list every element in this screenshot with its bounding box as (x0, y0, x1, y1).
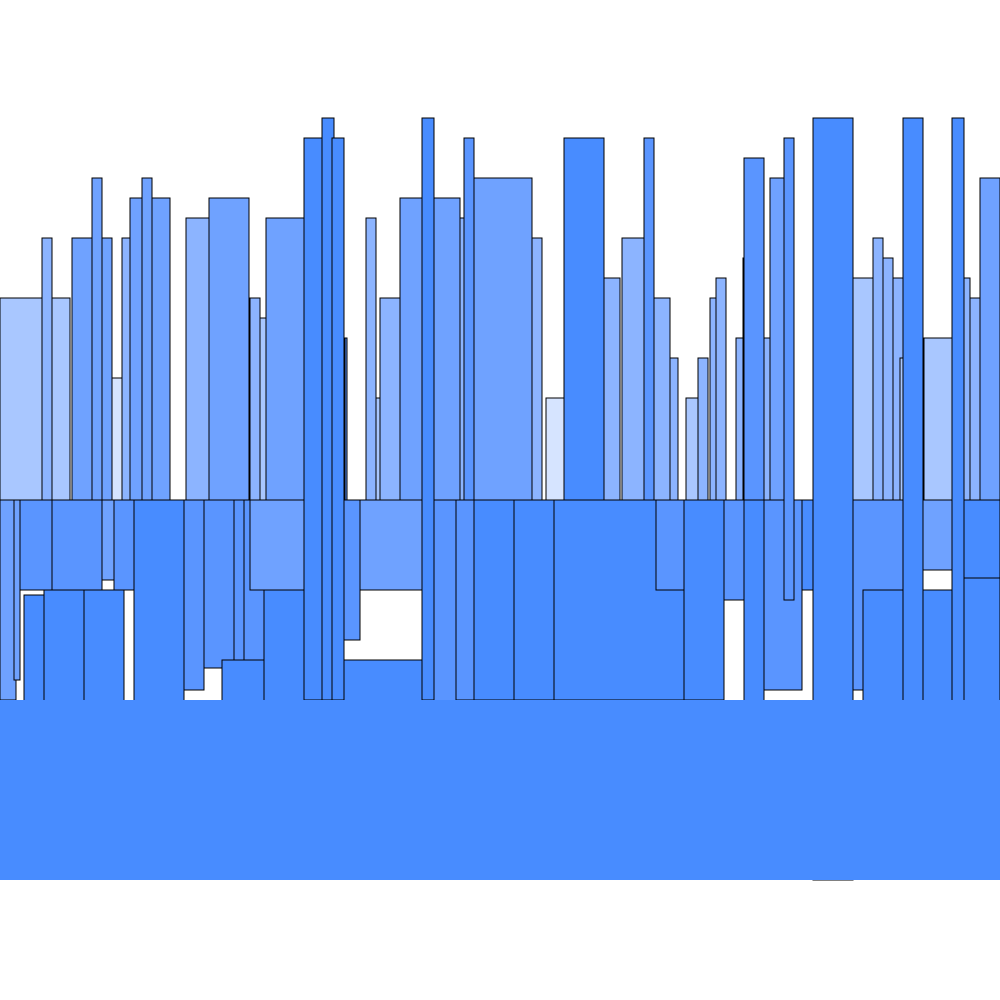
front-bar-19 (951, 117, 965, 719)
back-bar-23 (621, 237, 647, 501)
middle-bar-21 (723, 499, 745, 601)
back-bar-14 (365, 217, 377, 501)
front-bar-18 (922, 589, 958, 719)
back-bar-21 (545, 397, 567, 501)
middle-bar-8 (203, 499, 235, 669)
front-bar-10 (463, 137, 475, 501)
back-bar-36 (882, 257, 894, 501)
front-bar-14 (783, 137, 795, 601)
front-bar-11 (563, 137, 605, 501)
back-bar-34 (852, 277, 874, 501)
front-bar-16 (862, 589, 904, 711)
middle-bar-17 (513, 499, 555, 701)
back-bar-19 (473, 177, 533, 501)
middle-bar-7 (183, 499, 205, 691)
back-bar-8 (185, 217, 211, 501)
middle-bar-24 (801, 499, 815, 591)
back-bar-39 (923, 337, 955, 501)
back-bar-25 (669, 357, 679, 501)
front-bar-12 (643, 137, 655, 501)
back-bar-27 (697, 357, 709, 501)
middle-bar-13 (359, 499, 423, 591)
back-bar-12 (265, 217, 307, 501)
back-bar-41 (969, 297, 981, 501)
front-bar-17 (902, 117, 924, 719)
front-bar-5 (303, 137, 325, 701)
middle-bar-23 (763, 499, 803, 691)
middle-bar-20 (683, 499, 725, 701)
back-bar-22 (603, 277, 621, 501)
back-bar-18 (459, 217, 465, 501)
back-bar-16 (379, 297, 401, 501)
middle-bar-1 (13, 499, 21, 681)
front-bar-2 (83, 589, 125, 719)
front-bar-7 (331, 137, 345, 701)
base-band (0, 700, 1000, 880)
back-bar-10 (249, 297, 261, 501)
middle-bar-19 (655, 499, 685, 591)
front-bar-9 (421, 117, 435, 701)
middle-bar-5 (113, 499, 135, 591)
back-bar-29 (715, 277, 727, 501)
middle-bar-2 (19, 499, 55, 591)
back-bar-0 (0, 297, 71, 501)
back-bar-1 (41, 237, 53, 501)
back-bar-20 (531, 237, 543, 501)
middle-bar-22 (743, 499, 765, 711)
middle-bar-4 (101, 499, 115, 581)
back-bar-26 (685, 397, 699, 501)
middle-bar-16 (473, 499, 515, 701)
back-bar-7 (141, 177, 153, 501)
back-bar-24 (653, 297, 671, 501)
back-bar-42 (979, 177, 1000, 501)
back-bar-3 (91, 177, 103, 501)
front-bar-20 (963, 577, 1000, 719)
back-bar-28 (709, 297, 717, 501)
middle-bar-6 (133, 499, 185, 719)
back-bar-15 (375, 397, 381, 501)
back-bar-9 (208, 197, 250, 501)
middle-bar-15 (455, 499, 475, 701)
back-bar-13 (344, 337, 348, 501)
back-bar-35 (872, 237, 884, 501)
back-bar-4 (111, 377, 123, 501)
back-bar-11 (259, 317, 267, 501)
front-bar-13 (743, 157, 765, 501)
middle-bar-12 (343, 499, 361, 641)
middle-bar-27 (922, 499, 958, 571)
middle-bar-11 (249, 499, 307, 591)
